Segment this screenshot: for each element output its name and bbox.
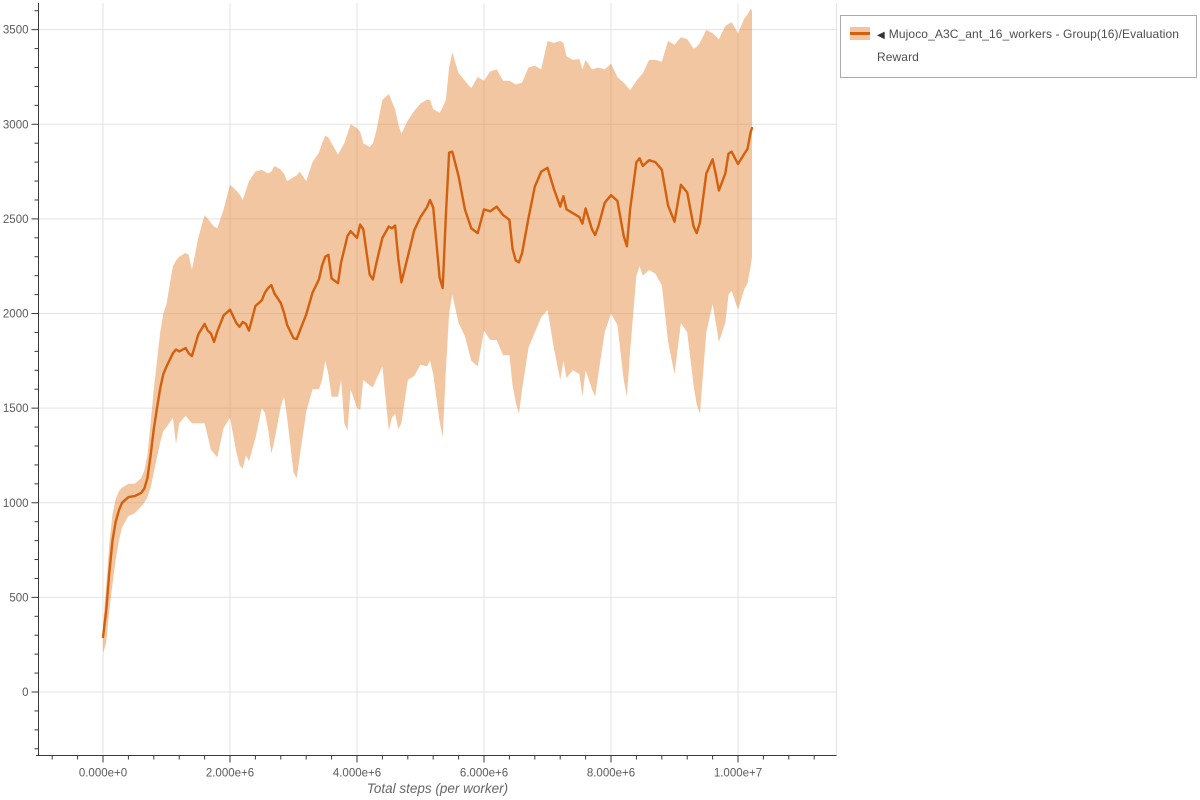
x-tick-label: 1.000e+7 <box>714 768 762 780</box>
confidence-band <box>103 8 752 654</box>
gridlines <box>38 3 837 756</box>
y-tick-label: 500 <box>9 592 28 604</box>
x-tick-label: 2.000e+6 <box>206 768 254 780</box>
y-tick-label: 2000 <box>3 309 29 321</box>
legend: ◀ Mujoco_A3C_ant_16_workers - Group(16)/E… <box>840 15 1197 78</box>
x-tick-label: 4.000e+6 <box>333 768 381 780</box>
y-tick-label: 3000 <box>3 119 29 131</box>
collapse-arrow-icon[interactable]: ◀ <box>877 30 885 41</box>
x-tick-label: 8.000e+6 <box>587 768 635 780</box>
x-tick-label: 0.000e+0 <box>79 768 127 780</box>
legend-label: Mujoco_A3C_ant_16_workers - Group(16)/Ev… <box>877 27 1180 64</box>
y-tick-label: 0 <box>22 687 28 699</box>
y-tick-label: 1000 <box>3 498 29 510</box>
x-axis-title: Total steps (per worker) <box>366 781 509 796</box>
y-tick-label: 1500 <box>3 403 29 415</box>
y-tick-label: 2500 <box>3 214 29 226</box>
axes <box>36 3 837 756</box>
mean-line <box>101 126 754 639</box>
y-tick-label: 3500 <box>3 25 29 37</box>
x-tick-label: 6.000e+6 <box>460 768 508 780</box>
series-evaluation-reward <box>101 8 754 654</box>
series-swatch-icon <box>850 27 870 40</box>
legend-item-evaluation-reward[interactable]: ◀ Mujoco_A3C_ant_16_workers - Group(16)/E… <box>841 16 1196 74</box>
line-swatch <box>850 32 870 35</box>
tick-labels: 0 500 1000 1500 2000 2500 3000 3500 0.000e+0 2.00… <box>3 25 762 780</box>
ticks <box>31 10 815 763</box>
